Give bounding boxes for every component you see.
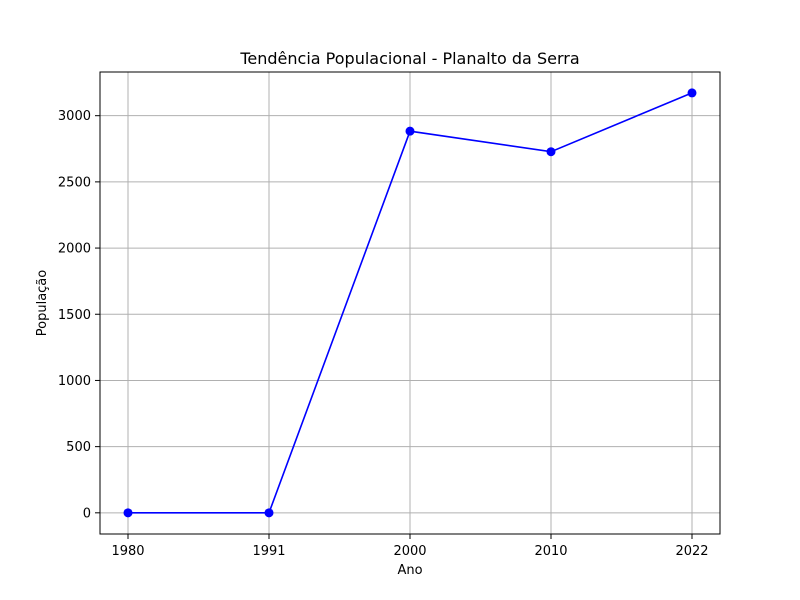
x-tick-label: 1991 (252, 544, 285, 559)
plot-frame (99, 71, 721, 535)
chart-title: Tendência Populacional - Planalto da Ser… (239, 49, 579, 68)
y-tick-label: 1500 (58, 308, 91, 323)
series-layer (123, 88, 697, 518)
data-point-1991 (264, 508, 274, 518)
axis-ticks: 1980 1991 2000 2010 2022 0 500 1000 1500 2000 2500… (58, 109, 709, 559)
data-point-1980 (123, 508, 133, 518)
x-axis-label: Ano (397, 563, 422, 578)
y-tick-label: 1000 (58, 374, 91, 389)
y-tick-label: 500 (66, 440, 91, 455)
x-tick-label: 2010 (534, 544, 567, 559)
grid (100, 72, 720, 534)
y-tick-label: 0 (83, 506, 91, 521)
x-tick-label: 2022 (675, 544, 708, 559)
data-point-2010 (546, 147, 556, 157)
data-point-2000 (405, 126, 415, 136)
y-tick-label: 2000 (58, 242, 91, 257)
x-tick-label: 2000 (393, 544, 426, 559)
x-tick-label: 1980 (111, 544, 144, 559)
y-tick-label: 3000 (58, 109, 91, 124)
y-tick-label: 2500 (58, 175, 91, 190)
y-axis-label: População (35, 270, 50, 337)
data-point-2022 (687, 88, 697, 98)
